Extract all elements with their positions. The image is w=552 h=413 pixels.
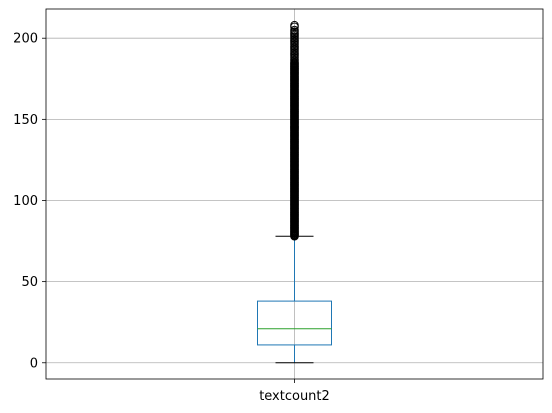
y-tick-label: 0 — [30, 356, 38, 371]
y-tick-label: 200 — [13, 32, 38, 47]
box-plot-series — [257, 20, 332, 364]
y-tick-label: 150 — [13, 113, 38, 128]
iqr-box — [257, 300, 332, 346]
outlier-point — [290, 25, 299, 35]
axis-ticks: 0 50 100 150 200 textcount2 — [13, 32, 330, 404]
outlier-point — [290, 20, 299, 30]
y-tick-label: 100 — [13, 194, 38, 209]
x-tick-label: textcount2 — [259, 389, 330, 404]
y-tick-label: 50 — [21, 275, 38, 290]
